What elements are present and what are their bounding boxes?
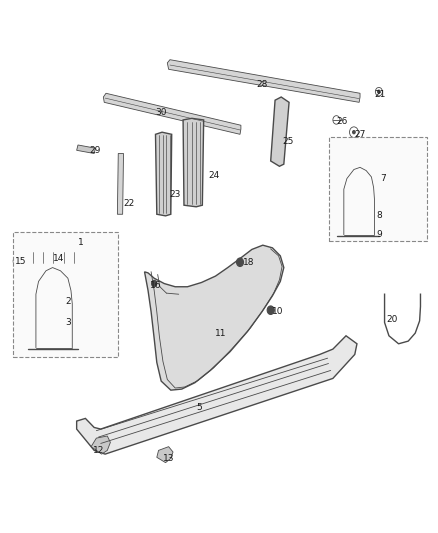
Polygon shape	[77, 336, 357, 454]
Polygon shape	[91, 436, 110, 454]
Text: 30: 30	[155, 109, 167, 117]
Text: 13: 13	[163, 454, 174, 463]
Text: 7: 7	[380, 174, 386, 183]
Polygon shape	[77, 145, 95, 154]
Polygon shape	[28, 256, 78, 349]
Circle shape	[16, 260, 19, 263]
Bar	[13, 232, 118, 357]
Circle shape	[353, 131, 355, 134]
Circle shape	[59, 294, 62, 298]
Text: 10: 10	[272, 308, 284, 316]
Text: 20: 20	[386, 316, 398, 324]
Circle shape	[237, 258, 244, 266]
Text: 27: 27	[354, 130, 366, 139]
Polygon shape	[103, 93, 241, 134]
Circle shape	[396, 198, 399, 202]
Polygon shape	[271, 97, 289, 166]
Polygon shape	[24, 251, 87, 264]
Text: 12: 12	[93, 446, 104, 455]
Text: 25: 25	[283, 137, 294, 146]
Text: 2: 2	[65, 297, 71, 305]
Circle shape	[152, 280, 157, 287]
Polygon shape	[337, 161, 379, 236]
Text: 8: 8	[376, 212, 382, 220]
Text: 1: 1	[78, 238, 84, 247]
Text: 21: 21	[374, 91, 386, 99]
Polygon shape	[183, 118, 204, 207]
Text: 22: 22	[124, 199, 135, 208]
Text: 16: 16	[150, 281, 161, 289]
Text: 28: 28	[256, 80, 268, 88]
Text: 9: 9	[376, 230, 382, 239]
Polygon shape	[117, 154, 124, 214]
Polygon shape	[155, 132, 172, 216]
Text: 26: 26	[337, 117, 348, 126]
Circle shape	[396, 216, 399, 221]
Circle shape	[59, 315, 62, 319]
Text: 23: 23	[170, 190, 181, 199]
Text: 14: 14	[53, 254, 65, 263]
Text: 5: 5	[196, 403, 202, 412]
Bar	[329, 137, 427, 241]
Text: 3: 3	[65, 318, 71, 327]
Text: 29: 29	[90, 146, 101, 155]
Polygon shape	[157, 447, 173, 463]
Text: 24: 24	[208, 172, 219, 180]
Circle shape	[378, 90, 380, 93]
Polygon shape	[145, 245, 284, 390]
Text: 15: 15	[15, 257, 27, 265]
Circle shape	[267, 306, 274, 314]
Polygon shape	[167, 60, 360, 102]
Text: 11: 11	[215, 329, 227, 337]
Text: 18: 18	[243, 258, 254, 266]
